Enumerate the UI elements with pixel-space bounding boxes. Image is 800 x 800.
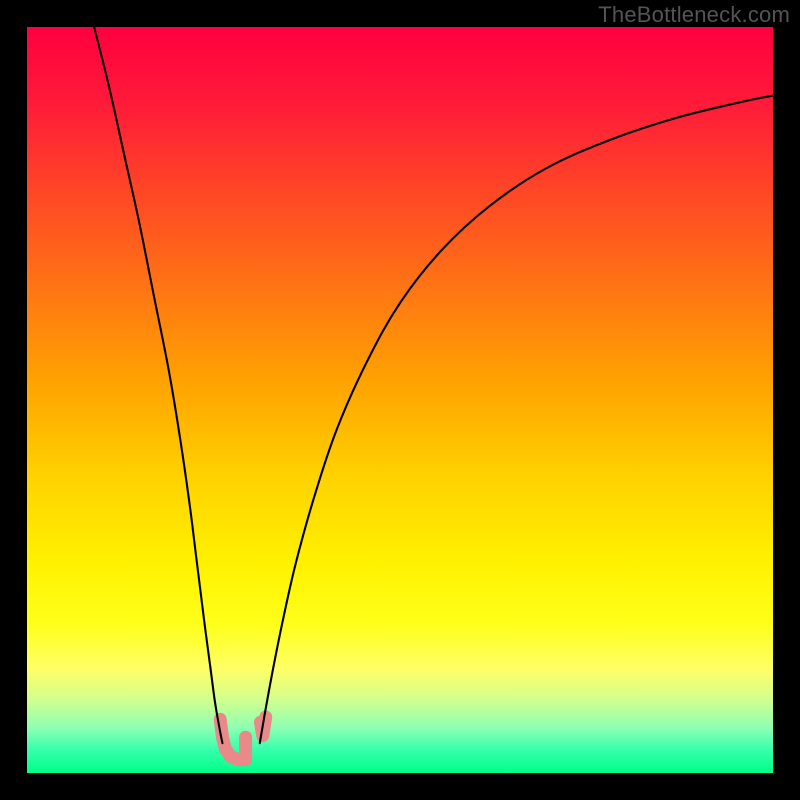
curve-right-branch [260,96,773,744]
curve-overlay [27,27,773,773]
highlight-lobe-0 [220,719,245,759]
watermark-text: TheBottleneck.com [598,2,790,28]
plot-area [27,27,773,773]
chart-canvas: TheBottleneck.com [0,0,800,800]
curve-left-branch [94,27,222,743]
